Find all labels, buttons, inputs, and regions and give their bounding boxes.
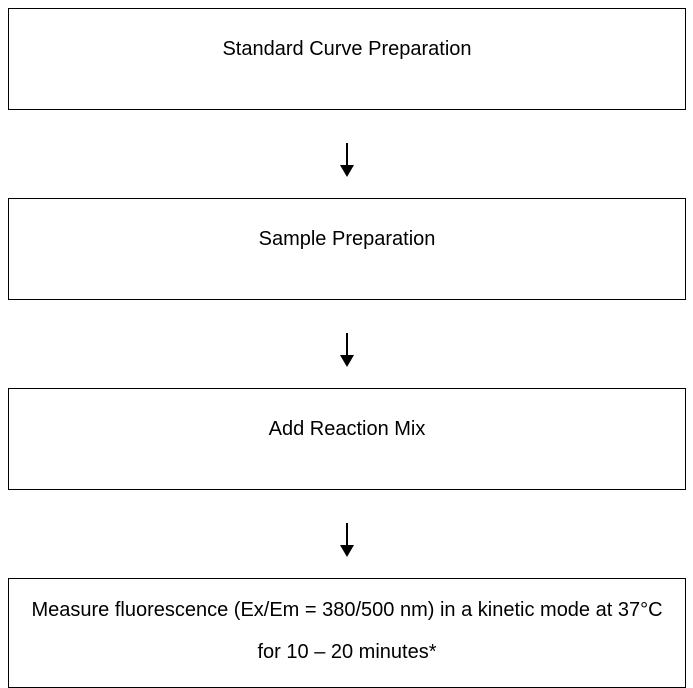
step-label: Standard Curve Preparation bbox=[222, 37, 472, 60]
arrow-down-icon bbox=[340, 143, 354, 177]
arrow-down-icon bbox=[340, 523, 354, 557]
step-label: Sample Preparation bbox=[258, 227, 436, 250]
step-label: Add Reaction Mix bbox=[268, 417, 426, 440]
step-box-sample-preparation: Sample Preparation bbox=[8, 198, 686, 300]
arrow-down-icon bbox=[340, 333, 354, 367]
step-box-measure-fluorescence: Measure fluorescence (Ex/Em = 380/500 nm… bbox=[8, 578, 686, 688]
step-label: Measure fluorescence (Ex/Em = 380/500 nm… bbox=[31, 599, 663, 663]
step-box-add-reaction-mix: Add Reaction Mix bbox=[8, 388, 686, 490]
step-box-standard-curve-preparation: Standard Curve Preparation bbox=[8, 8, 686, 110]
